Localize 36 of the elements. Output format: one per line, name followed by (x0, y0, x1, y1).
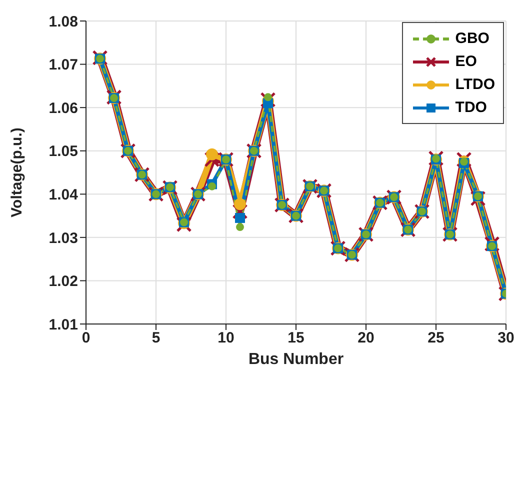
y-tick-label: 1.06 (48, 100, 78, 117)
legend-label: LTDO (455, 76, 495, 93)
point (234, 198, 246, 210)
legend-label: TDO (455, 99, 487, 116)
x-axis-title: Bus Number (248, 351, 344, 368)
point (206, 148, 218, 160)
y-tick-label: 1.07 (48, 56, 78, 74)
y-tick-label: 1.01 (48, 316, 78, 334)
point (260, 92, 276, 108)
y-tick-label: 1.03 (48, 230, 78, 247)
x-tick-label: 30 (498, 330, 514, 347)
x-tick-label: 0 (82, 330, 90, 347)
point (232, 204, 248, 220)
point (236, 223, 244, 232)
point (235, 212, 245, 223)
y-tick-label: 1.05 (48, 143, 78, 160)
point (470, 190, 486, 206)
point (106, 89, 122, 105)
point (92, 50, 108, 66)
point (428, 150, 444, 166)
x-tick-label: 20 (358, 330, 374, 347)
legend-label: GBO (455, 30, 490, 47)
point (176, 216, 192, 232)
x-tick-label: 25 (428, 330, 444, 347)
point (208, 182, 216, 190)
legend-label: EO (455, 53, 477, 70)
y-axis-title: Voltage(p.u.) (8, 128, 26, 218)
point (484, 236, 500, 252)
point (264, 93, 272, 102)
x-tick-label: 10 (218, 330, 234, 347)
x-tick-label: 15 (288, 330, 304, 347)
point (456, 152, 472, 168)
y-tick-label: 1.04 (48, 186, 79, 204)
y-tick-label: 1.08 (48, 13, 78, 30)
y-tick-label: 1.02 (48, 273, 78, 290)
x-tick-label: 5 (152, 330, 160, 347)
